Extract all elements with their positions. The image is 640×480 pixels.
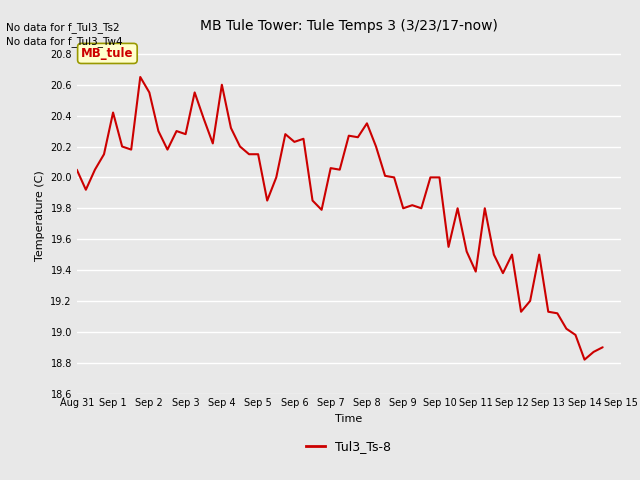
Text: No data for f_Tul3_Tw4: No data for f_Tul3_Tw4 xyxy=(6,36,123,47)
Y-axis label: Temperature (C): Temperature (C) xyxy=(35,170,45,262)
X-axis label: Time: Time xyxy=(335,414,362,424)
Title: MB Tule Tower: Tule Temps 3 (3/23/17-now): MB Tule Tower: Tule Temps 3 (3/23/17-now… xyxy=(200,19,498,33)
Legend: Tul3_Ts-8: Tul3_Ts-8 xyxy=(301,435,396,458)
Text: No data for f_Tul3_Ts2: No data for f_Tul3_Ts2 xyxy=(6,22,120,33)
Text: MB_tule: MB_tule xyxy=(81,47,134,60)
